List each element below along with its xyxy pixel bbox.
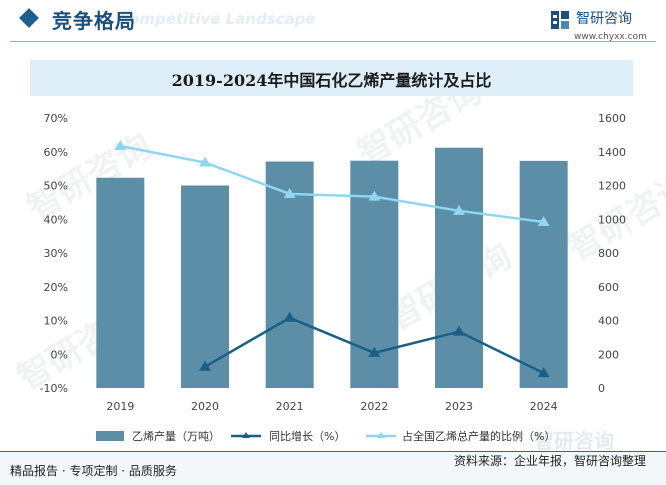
y-left-tick-label: 40%	[44, 213, 68, 226]
legend-swatch-growth	[231, 432, 261, 438]
marker-growth	[453, 325, 465, 336]
x-tick-label: 2019	[106, 400, 134, 413]
bar-production	[519, 160, 568, 388]
brand-logo: 智研咨询 www.chyxx.com	[550, 8, 647, 44]
footer-divider	[0, 451, 666, 452]
y-right-tick-label: 1600	[598, 112, 626, 125]
bar-production	[96, 177, 145, 388]
marker-growth	[537, 367, 550, 378]
chart-title-band: 2019-2024年中国石化乙烯产量统计及占比	[30, 60, 633, 96]
legend-swatch-bar	[96, 431, 124, 441]
y-left-tick-label: -10%	[40, 382, 68, 395]
y-right-tick-label: 200	[598, 348, 619, 361]
x-tick-label: 2020	[191, 400, 219, 413]
legend-label-share: 占全国乙烯总产量的比例（%）	[402, 430, 556, 443]
y-left-tick-label: 50%	[44, 180, 68, 193]
footer: 精品报告 · 专项定制 · 品质服务 资料来源：企业年报，智研咨询整理	[0, 452, 666, 485]
y-right-tick-label: 1400	[598, 146, 626, 159]
marker-share	[453, 204, 465, 215]
legend-label-production: 乙烯产量（万吨）	[132, 430, 220, 443]
y-right-tick-label: 800	[598, 247, 619, 260]
bar-production	[265, 161, 314, 388]
y-left-tick-label: 30%	[44, 247, 68, 260]
footer-source: 资料来源：企业年报，智研咨询整理	[453, 454, 646, 468]
section-title: 竞争格局	[52, 9, 136, 33]
marker-growth	[368, 346, 381, 357]
marker-share	[368, 190, 381, 201]
marker-share	[283, 187, 296, 198]
y-left-tick-label: 20%	[44, 281, 68, 294]
y-left-tick-label: 70%	[44, 112, 68, 125]
brand-icon	[551, 11, 569, 29]
legend-label-growth: 同比增长（%）	[269, 430, 346, 443]
y-right-tick-label: 1000	[598, 213, 626, 226]
marker-share	[199, 156, 211, 167]
y-right-tick-label: 400	[598, 315, 619, 328]
y-right-tick-label: 600	[598, 281, 619, 294]
marker-share	[537, 215, 550, 226]
chart: 70% 60% 50% 40% 30% 20% 10% 0% -10% 1600 1400 1200…	[40, 112, 626, 413]
x-tick-label: 2022	[360, 400, 388, 413]
header: Competitive Landscape 竞争格局 智研咨询 www.chyx…	[0, 0, 666, 44]
brand-name: 智研咨询	[576, 11, 632, 27]
footer-tagline: 精品报告 · 专项定制 · 品质服务	[10, 464, 177, 478]
marker-growth	[283, 311, 296, 322]
y-right-tick-label: 1200	[598, 180, 626, 193]
bar-production	[435, 147, 483, 388]
section-subtitle: Competitive Landscape	[118, 10, 316, 28]
line-share	[120, 144, 544, 224]
marker-share	[114, 140, 127, 151]
legend-swatch-share	[366, 432, 396, 438]
x-tick-label: 2023	[445, 400, 473, 413]
x-tick-label: 2021	[276, 400, 304, 413]
x-tick-label: 2024	[530, 400, 558, 413]
y-left-tick-label: 60%	[44, 146, 68, 159]
bar-production	[181, 185, 229, 388]
chart-title: 2019-2024年中国石化乙烯产量统计及占比	[171, 71, 492, 90]
header-divider	[10, 41, 656, 42]
marker-growth	[199, 360, 211, 371]
y-right-tick-label: 0	[598, 382, 605, 395]
brand-url: www.chyxx.com	[574, 32, 647, 42]
y-left-tick-label: 10%	[44, 315, 68, 328]
y-left-tick-label: 0%	[51, 348, 68, 361]
